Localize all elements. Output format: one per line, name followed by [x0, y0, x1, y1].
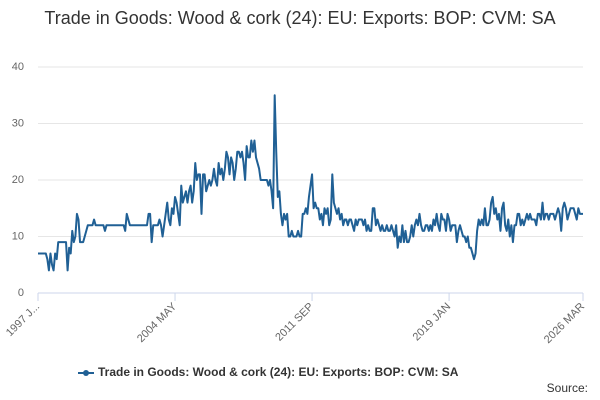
- legend-label: Trade in Goods: Wood & cork (24): EU: Ex…: [98, 365, 459, 379]
- y-tick-label: 30: [12, 117, 24, 129]
- y-tick-label: 10: [12, 230, 24, 242]
- y-tick-label: 0: [18, 287, 24, 299]
- x-tick-label: 1997 J...: [4, 301, 42, 339]
- source: Source:: [547, 381, 588, 395]
- chart-title: Trade in Goods: Wood & cork (24): EU: Ex…: [44, 8, 556, 28]
- x-tick-label: 2004 MAY: [135, 300, 180, 345]
- y-tick-label: 20: [12, 174, 24, 186]
- legend-marker: [83, 370, 89, 376]
- y-tick-label: 40: [12, 61, 24, 73]
- x-tick-label: 2011 SEP: [273, 301, 316, 344]
- series-line: [38, 94, 583, 272]
- x-tick-label: 2026 MAR: [542, 301, 587, 346]
- x-tick-label: 2019 JAN: [411, 301, 454, 344]
